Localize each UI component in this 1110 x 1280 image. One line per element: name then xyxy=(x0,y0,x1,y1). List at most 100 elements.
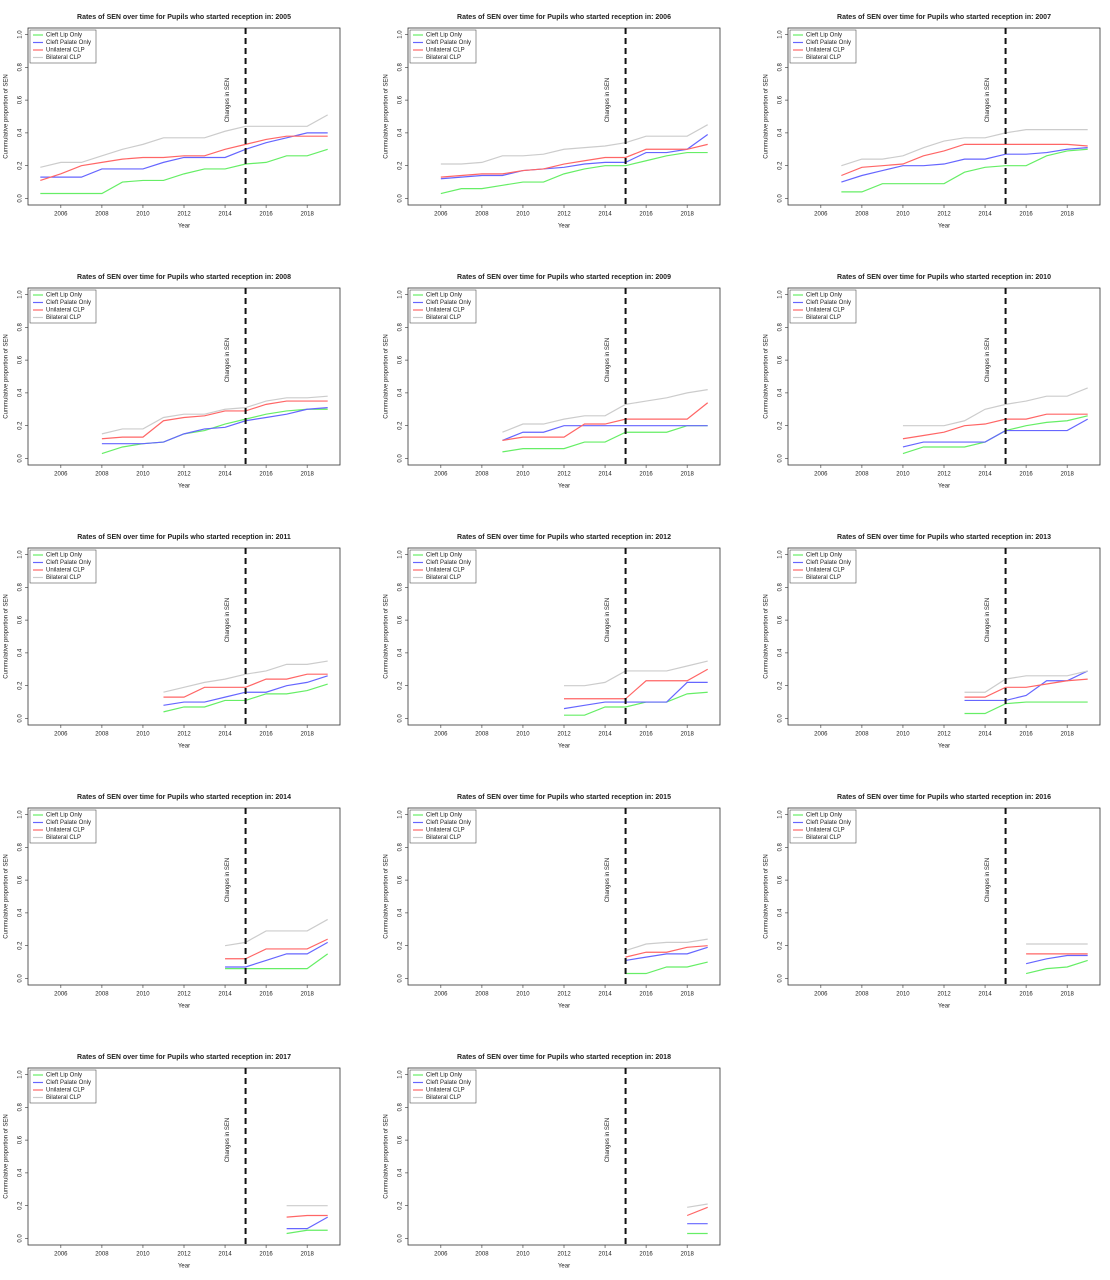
x-tick-label: 2018 xyxy=(680,472,694,478)
x-tick-label: 2012 xyxy=(557,212,571,218)
y-tick-label: 0.4 xyxy=(778,648,784,657)
chart-title: Rates of SEN over time for Pupils who st… xyxy=(77,14,291,21)
x-tick-label: 2014 xyxy=(218,472,232,478)
annotation-text: Changes in SEN xyxy=(225,338,231,382)
x-tick-label: 2012 xyxy=(937,992,951,998)
legend-label: Cleft Lip Only xyxy=(426,813,462,819)
y-tick-label: 0.0 xyxy=(398,974,404,983)
y-axis-label: Cummulative proportion of SEN xyxy=(384,334,390,418)
y-axis-label: Cummulative proportion of SEN xyxy=(4,334,10,418)
y-tick-label: 0.8 xyxy=(18,63,24,72)
x-tick-label: 2006 xyxy=(814,212,828,218)
series-line xyxy=(286,1216,328,1230)
x-tick-label: 2006 xyxy=(814,732,828,738)
y-tick-label: 1.0 xyxy=(18,810,24,819)
y-tick-label: 0.8 xyxy=(398,843,404,852)
series-line xyxy=(440,151,708,195)
chart-panel: Rates of SEN over time for Pupils who st… xyxy=(764,274,1101,490)
x-tick-label: 2008 xyxy=(95,472,109,478)
y-tick-label: 0.0 xyxy=(18,454,24,463)
x-axis-label: Year xyxy=(558,1004,570,1010)
y-tick-label: 0.2 xyxy=(398,421,404,430)
legend-label: Cleft Lip Only xyxy=(806,553,842,559)
x-axis-label: Year xyxy=(558,1264,570,1270)
x-tick-label: 2012 xyxy=(937,212,951,218)
series-line xyxy=(964,701,1088,715)
x-tick-label: 2012 xyxy=(937,472,951,478)
x-tick-label: 2010 xyxy=(516,212,530,218)
series-line xyxy=(163,673,328,698)
x-tick-label: 2010 xyxy=(896,212,910,218)
legend-label: Bilateral CLP xyxy=(426,575,461,581)
chart-panel: Rates of SEN over time for Pupils who st… xyxy=(4,274,341,490)
series-line xyxy=(440,124,708,165)
chart-title: Rates of SEN over time for Pupils who st… xyxy=(77,534,291,541)
legend-label: Unilateral CLP xyxy=(46,1088,85,1094)
chart-title: Rates of SEN over time for Pupils who st… xyxy=(457,1054,671,1061)
y-tick-label: 0.2 xyxy=(398,941,404,950)
y-tick-label: 0.0 xyxy=(778,454,784,463)
x-tick-label: 2010 xyxy=(136,1252,150,1258)
y-tick-label: 0.6 xyxy=(398,1135,404,1144)
x-axis-label: Year xyxy=(178,224,190,230)
legend-label: Cleft Lip Only xyxy=(426,1073,462,1079)
series-line xyxy=(225,953,329,970)
x-tick-label: 2018 xyxy=(300,1252,314,1258)
series-line xyxy=(964,678,1088,698)
y-tick-label: 0.6 xyxy=(778,875,784,884)
legend-label: Bilateral CLP xyxy=(46,55,81,61)
x-tick-label: 2018 xyxy=(1060,212,1074,218)
x-tick-label: 2012 xyxy=(177,992,191,998)
legend-label: Cleft Lip Only xyxy=(806,293,842,299)
legend-label: Cleft Lip Only xyxy=(46,33,82,39)
legend-label: Unilateral CLP xyxy=(426,308,465,314)
x-tick-label: 2014 xyxy=(218,992,232,998)
x-tick-label: 2010 xyxy=(516,472,530,478)
series-line xyxy=(841,143,1088,177)
y-tick-label: 0.2 xyxy=(18,1201,24,1210)
x-tick-label: 2010 xyxy=(136,472,150,478)
x-tick-label: 2008 xyxy=(95,732,109,738)
x-tick-label: 2016 xyxy=(1019,732,1033,738)
legend-label: Bilateral CLP xyxy=(806,575,841,581)
x-tick-label: 2008 xyxy=(855,992,869,998)
chart-title: Rates of SEN over time for Pupils who st… xyxy=(837,794,1051,801)
x-tick-label: 2008 xyxy=(475,472,489,478)
y-tick-label: 0.8 xyxy=(18,1103,24,1112)
x-tick-label: 2014 xyxy=(598,472,612,478)
series-line xyxy=(564,660,708,687)
annotation-text: Changes in SEN xyxy=(985,338,991,382)
y-tick-label: 0.4 xyxy=(778,388,784,397)
x-tick-label: 2016 xyxy=(639,992,653,998)
legend-label: Cleft Palate Only xyxy=(426,300,471,306)
y-tick-label: 0.2 xyxy=(778,161,784,170)
series-line xyxy=(625,946,708,962)
y-tick-label: 0.0 xyxy=(398,714,404,723)
series-line xyxy=(101,400,328,440)
y-tick-label: 0.6 xyxy=(18,615,24,624)
y-tick-label: 0.2 xyxy=(398,161,404,170)
x-tick-label: 2008 xyxy=(475,1252,489,1258)
legend-label: Cleft Lip Only xyxy=(46,1073,82,1079)
y-tick-label: 0.4 xyxy=(18,648,24,657)
annotation-text: Changes in SEN xyxy=(225,78,231,122)
y-tick-label: 0.8 xyxy=(18,323,24,332)
x-tick-label: 2018 xyxy=(680,1252,694,1258)
y-tick-label: 1.0 xyxy=(778,290,784,299)
y-tick-label: 1.0 xyxy=(18,550,24,559)
series-line xyxy=(286,1214,328,1218)
annotation-text: Changes in SEN xyxy=(225,598,231,642)
y-tick-label: 0.2 xyxy=(18,421,24,430)
legend-label: Cleft Lip Only xyxy=(46,293,82,299)
y-axis-label: Cummulative proportion of SEN xyxy=(764,854,770,938)
legend-label: Unilateral CLP xyxy=(426,1088,465,1094)
legend-label: Cleft Palate Only xyxy=(426,560,471,566)
legend-label: Cleft Palate Only xyxy=(806,300,851,306)
y-tick-label: 0.2 xyxy=(398,1201,404,1210)
x-tick-label: 2014 xyxy=(598,212,612,218)
y-axis-label: Cummulative proportion of SEN xyxy=(384,74,390,158)
x-tick-label: 2010 xyxy=(136,212,150,218)
y-tick-label: 0.6 xyxy=(398,875,404,884)
x-tick-label: 2016 xyxy=(259,472,273,478)
series-line xyxy=(101,407,328,445)
